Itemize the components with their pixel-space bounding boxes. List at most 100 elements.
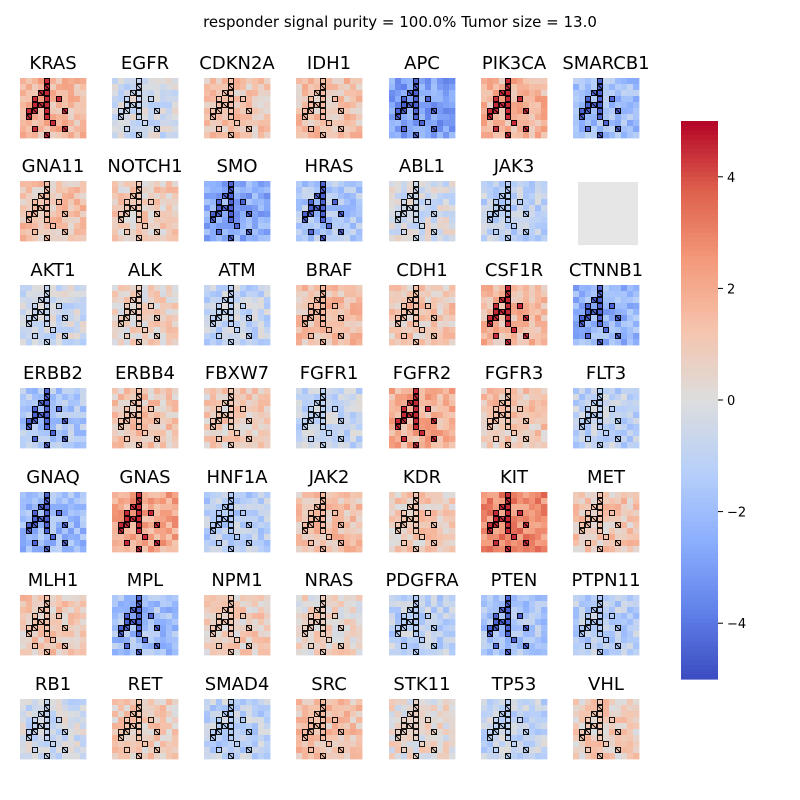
heatmap-cell [529,424,536,431]
heatmap-cell [499,108,506,115]
heatmap-cell [621,388,628,395]
highlight-cell-marker [314,297,320,303]
heatmap-cell [517,436,524,443]
heatmap-cell [609,418,616,425]
heatmap-cell [240,540,247,547]
heatmap-cell [166,211,173,218]
heatmap-cell [425,504,432,511]
heatmap-cell [130,114,137,121]
heatmap-cell [609,534,616,541]
heatmap-cell [338,90,345,97]
heatmap-cell [222,315,229,322]
highlight-cell-marker [517,96,523,102]
heatmap-cell [573,291,580,298]
highlight-cell-marker [320,132,326,138]
heatmap-cell [20,400,27,407]
heatmap-cell [112,205,119,212]
heatmap-cell [130,211,137,218]
heatmap-cell [160,132,167,139]
heatmap-cell [487,211,494,218]
heatmap-cell [26,339,33,346]
heatmap-cell [413,504,420,511]
heatmap-cell [449,90,456,97]
heatmap-cell [401,223,408,230]
heatmap-cell [579,78,586,85]
heatmap-cell [210,418,217,425]
heatmap-cell [246,388,253,395]
heatmap-cell [38,498,45,505]
heatmap-cell [50,315,57,322]
heatmap-cell [62,291,69,298]
heatmap-cell [419,181,426,188]
cross-mark [44,601,50,607]
heatmap-cell [142,315,149,322]
highlight-cell-marker [517,510,523,516]
heatmap-cell [160,418,167,425]
heatmap-cell [511,132,518,139]
highlight-cell-marker [118,625,124,631]
highlight-cell-marker [505,412,511,418]
heatmap-cell [210,132,217,139]
highlight-cell-marker [499,309,505,315]
heatmap-cell [172,546,179,553]
highlight-cell-marker [228,297,234,303]
highlight-cell-marker [38,412,44,418]
heatmap-cell [493,229,500,236]
heatmap-cell [493,492,500,499]
heatmap-cell [74,528,81,535]
heatmap-cell [258,540,265,547]
heatmap-cell [130,498,137,505]
heatmap-cell [32,205,39,212]
heatmap-cell [579,285,586,292]
heatmap-cell [56,601,63,608]
heatmap-cell [50,229,57,236]
heatmap-cell [449,132,456,139]
heatmap-cell [493,321,500,328]
heatmap-cell [443,120,450,127]
cross-mark [130,504,136,510]
highlight-cell-marker [431,315,437,321]
highlight-cell-marker [505,199,511,205]
highlight-cell-marker [505,285,511,291]
heatmap-cell [296,223,303,230]
heatmap-cell [389,406,396,413]
heatmap-cell [579,400,586,407]
heatmap-cell [529,430,536,437]
heatmap-cell [493,528,500,535]
highlight-cell-marker [228,108,234,114]
heatmap-cell [302,78,309,85]
heatmap-cell [499,181,506,188]
heatmap-cell [20,181,27,188]
heatmap-cell [68,631,75,638]
heatmap-cell [56,522,63,529]
heatmap-cell [573,297,580,304]
heatmap-cell [56,516,63,523]
highlight-cell-marker [517,199,523,205]
heatmap-cell [26,394,33,401]
heatmap-cell [523,510,530,517]
highlight-cell-marker [413,84,419,90]
highlight-cell-marker [609,96,615,102]
cross-mark [591,90,597,96]
heatmap-cell [210,510,217,517]
heatmap-cell [344,540,351,547]
highlight-cell-marker [118,631,124,637]
heatmap-cell [401,78,408,85]
heatmap-cell [26,546,33,553]
cross-mark [136,394,142,400]
heatmap-cell [136,285,143,292]
heatmap-cell [320,102,327,109]
highlight-cell-marker [597,321,603,327]
heatmap-cell [56,424,63,431]
heatmap-cell [264,406,271,413]
heatmap-cell [487,394,494,401]
heatmap-cell [264,205,271,212]
heatmap-cell [487,510,494,517]
heatmap-cell [258,442,265,449]
heatmap-cell [204,120,211,127]
heatmap-cell [118,285,125,292]
heatmap-cell [517,315,524,322]
highlight-cell-marker [302,211,308,217]
highlight-cell-marker [579,418,585,424]
heatmap-cell [210,297,217,304]
